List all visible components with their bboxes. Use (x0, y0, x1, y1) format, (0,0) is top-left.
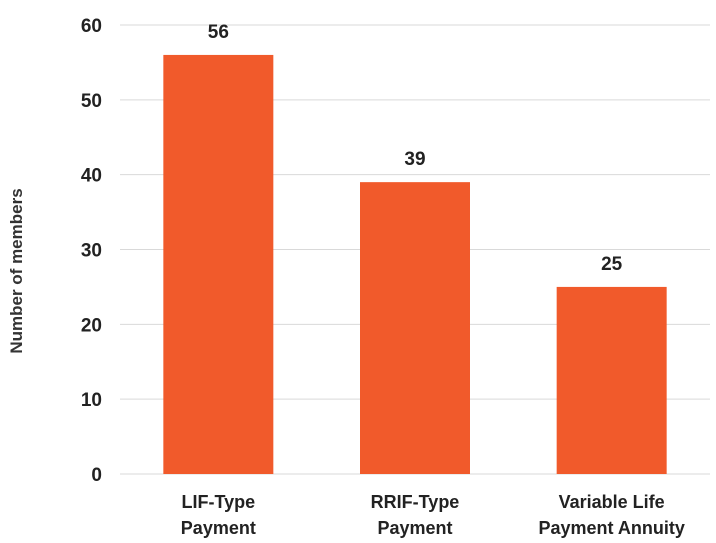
bars (163, 54, 667, 474)
y-tick-label: 0 (91, 465, 102, 486)
y-tick-label: 60 (81, 16, 102, 37)
x-axis-categories: LIF-Type Payment RRIF-Type Payment Variable … (181, 492, 685, 538)
y-axis-ticks: 0 10 20 30 40 50 60 (81, 16, 102, 486)
x-category-line: Payment (377, 518, 452, 538)
x-category-line: Variable Life (559, 492, 665, 512)
bar (556, 286, 667, 474)
x-category-label: RRIF-Type Payment (371, 492, 460, 538)
bar (360, 182, 470, 474)
data-label: 39 (404, 149, 425, 170)
x-category-line: Payment (181, 518, 256, 538)
y-tick-label: 40 (81, 166, 102, 187)
y-tick-label: 50 (81, 91, 102, 112)
data-label: 25 (601, 254, 623, 275)
y-tick-label: 20 (81, 315, 102, 336)
y-tick-label: 10 (81, 390, 102, 411)
x-category-label: Variable Life Payment Annuity (538, 492, 684, 538)
x-category-line: Payment Annuity (538, 518, 684, 538)
x-category-label: LIF-Type Payment (181, 492, 256, 538)
bar (163, 54, 274, 474)
data-label: 56 (208, 22, 229, 43)
y-tick-label: 30 (81, 241, 102, 262)
y-axis-title: Number of members (7, 188, 26, 353)
data-labels: 56 39 25 (208, 22, 623, 275)
x-category-line: LIF-Type (181, 492, 255, 512)
x-category-line: RRIF-Type (371, 492, 460, 512)
